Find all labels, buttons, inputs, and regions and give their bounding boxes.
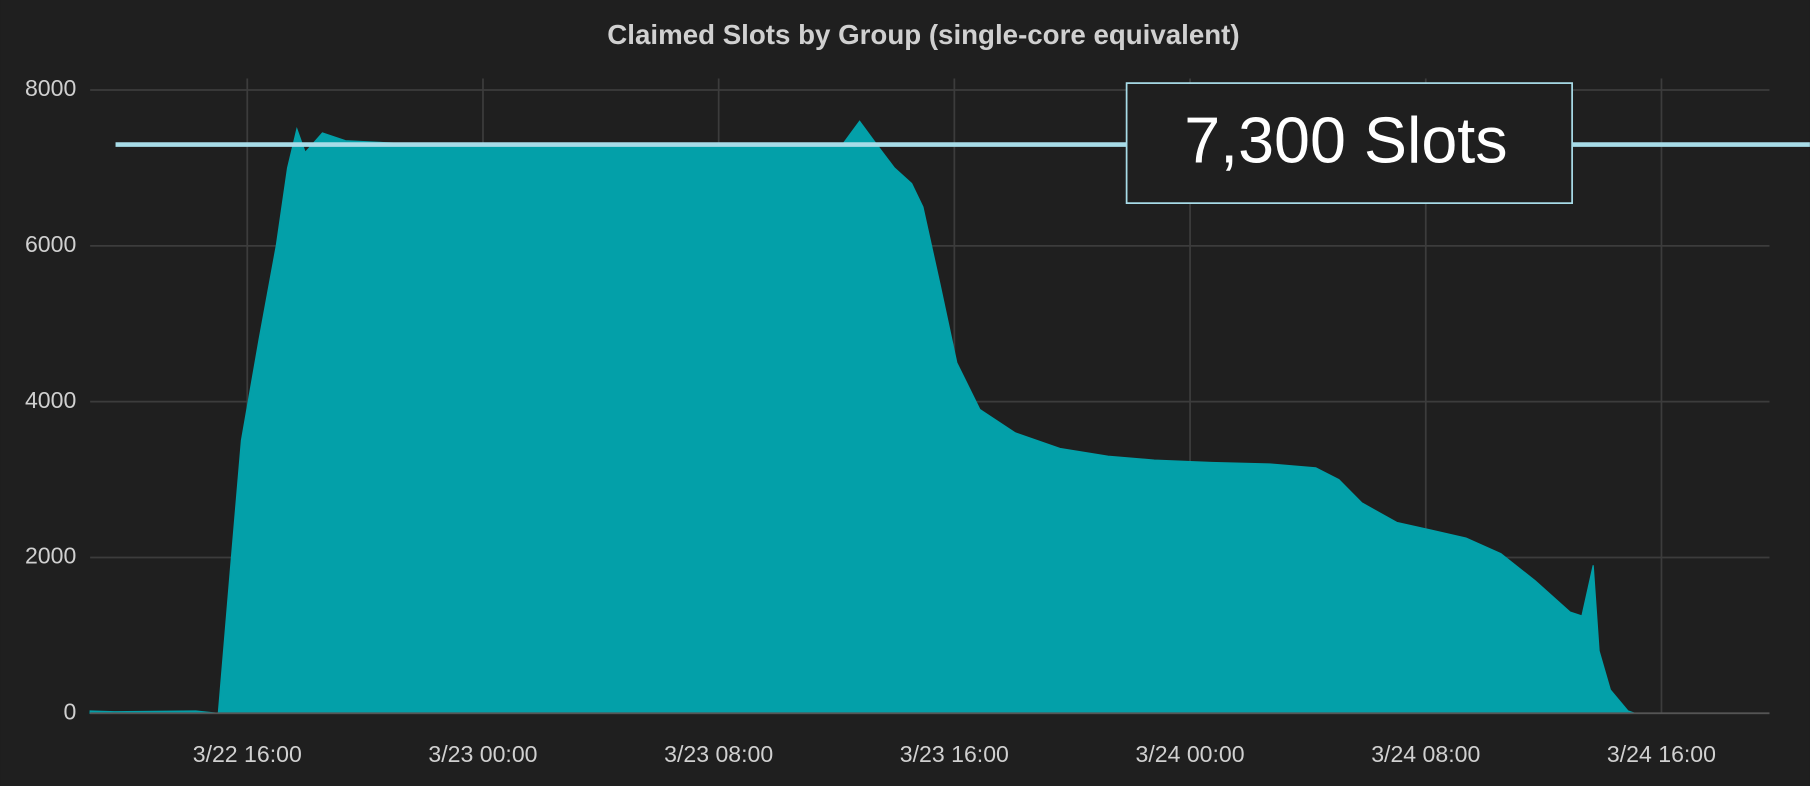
y-tick-label: 6000 (25, 231, 76, 257)
y-tick-label: 0 (63, 698, 76, 724)
y-tick-label: 2000 (25, 543, 76, 569)
x-tick-label: 3/24 08:00 (1371, 741, 1480, 767)
annotation-box (1125, 82, 1573, 205)
x-tick-label: 3/24 00:00 (1136, 741, 1245, 767)
annotation-label: 7,300 Slots (1184, 104, 1507, 177)
x-tick-label: 3/22 16:00 (193, 741, 302, 767)
y-tick-label: 8000 (25, 75, 76, 101)
chart-title: Claimed Slots by Group (single-core equi… (607, 19, 1239, 50)
x-tick-label: 3/24 16:00 (1607, 741, 1716, 767)
x-tick-label: 3/23 00:00 (428, 741, 537, 767)
area (89, 120, 1636, 714)
y-tick-label: 4000 (25, 387, 76, 413)
x-tick-label: 3/23 16:00 (900, 741, 1009, 767)
x-tick-label: 3/23 08:00 (664, 741, 773, 767)
